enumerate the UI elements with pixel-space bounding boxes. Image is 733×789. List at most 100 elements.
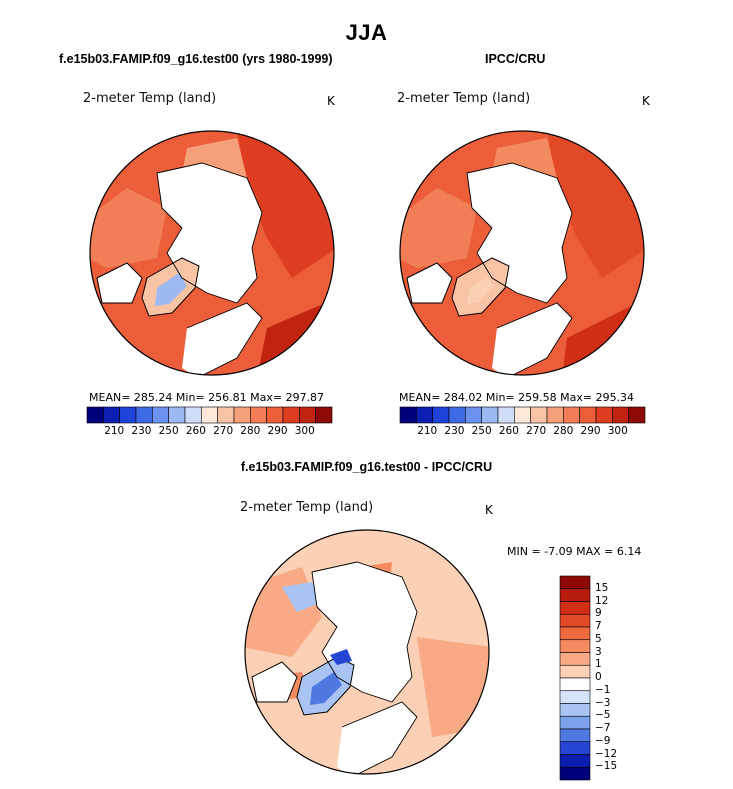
coastline — [466, 162, 573, 304]
colorbar-swatch — [119, 406, 137, 424]
colorbar-tick-label: 15 — [595, 581, 609, 594]
colorbar-swatch — [135, 406, 153, 424]
colorbar-tick-label: 230 — [131, 425, 152, 437]
colorbar-tick-label: 210 — [417, 425, 438, 437]
panel2-units-label: K — [642, 94, 650, 108]
colorbar-swatch — [266, 406, 284, 424]
colorbar-tick-label: 3 — [595, 645, 602, 658]
colorbar-swatch — [217, 406, 235, 424]
panel1-polar-map — [89, 130, 335, 376]
panel2-title: IPCC/CRU — [485, 52, 546, 66]
colorbar-swatch — [559, 677, 591, 692]
map-region — [400, 188, 477, 268]
colorbar-tick-label: 250 — [471, 425, 492, 437]
colorbar-swatch — [282, 406, 300, 424]
panel3-title: f.e15b03.FAMIP.f09_g16.test00 - IPCC/CRU — [240, 460, 493, 474]
colorbar-swatch — [595, 406, 613, 424]
greenland-ice — [155, 273, 187, 306]
colorbar-tick-label: −3 — [595, 696, 611, 709]
colorbar-swatch — [559, 741, 591, 755]
colorbar-swatch — [448, 406, 466, 424]
colorbar-swatch — [559, 766, 591, 781]
colorbar-tick-label: 250 — [158, 425, 179, 437]
colorbar-swatch — [563, 406, 580, 424]
colorbar-tick-label: 260 — [185, 425, 206, 437]
colorbar-tick-label: −9 — [595, 734, 611, 747]
colorbar-swatch — [612, 406, 629, 424]
colorbar-tick-label: 5 — [595, 632, 602, 645]
colorbar-tick-label: −5 — [595, 709, 611, 722]
colorbar-swatch — [559, 754, 591, 768]
map-region — [330, 649, 352, 665]
panel3-colorbar — [559, 575, 591, 781]
panel2-colorbar-ticks: 210 230 250 260 270 280 290 300 — [400, 425, 645, 439]
colorbar-swatch — [481, 406, 499, 424]
colorbar-swatch — [559, 715, 591, 730]
panel2-colorbar — [399, 406, 646, 424]
colorbar-swatch — [399, 406, 417, 424]
panel3-units-label: K — [485, 503, 493, 517]
colorbar-tick-label: 280 — [240, 425, 261, 437]
colorbar-tick-label: 270 — [526, 425, 547, 437]
hudson-bay — [406, 262, 453, 304]
panel1-title: f.e15b03.FAMIP.f09_g16.test00 (yrs 1980-… — [59, 52, 333, 66]
panel1-variable-label: 2-meter Temp (land) — [83, 91, 217, 106]
panel1-units-label: K — [327, 94, 335, 108]
colorbar-tick-label: 7 — [595, 620, 602, 632]
coastline — [496, 302, 573, 375]
colorbar-swatch — [514, 406, 531, 424]
panel2-stats: MEAN= 284.02 Min= 259.58 Max= 295.34 — [399, 391, 635, 404]
colorbar-swatch — [497, 406, 515, 424]
hudson-bay — [251, 661, 298, 703]
colorbar-tick-label: −15 — [595, 760, 618, 773]
panel3-variable-label: 2-meter Temp (land) — [240, 500, 374, 515]
colorbar-tick-label: 300 — [294, 425, 315, 437]
colorbar-swatch — [250, 406, 267, 424]
map-region — [90, 188, 167, 268]
colorbar-swatch — [465, 406, 482, 424]
colorbar-swatch — [152, 406, 169, 424]
colorbar-swatch — [103, 406, 120, 424]
colorbar-swatch — [530, 406, 548, 424]
colorbar-swatch — [559, 703, 591, 717]
colorbar-swatch — [546, 406, 564, 424]
colorbar-tick-label: 280 — [553, 425, 574, 437]
colorbar-tick-label: −1 — [595, 683, 611, 696]
panel1-stats: MEAN= 285.24 Min= 256.81 Max= 297.87 — [89, 391, 325, 404]
colorbar-swatch — [315, 406, 333, 424]
colorbar-swatch — [628, 406, 646, 424]
greenland-ice — [467, 276, 494, 304]
panel3-polar-map — [244, 529, 490, 775]
colorbar-tick-label: 210 — [104, 425, 125, 437]
colorbar-tick-label: 0 — [595, 671, 602, 683]
colorbar-swatch — [86, 406, 104, 424]
coastline — [156, 162, 263, 304]
colorbar-swatch — [559, 613, 591, 628]
colorbar-swatch — [559, 575, 591, 590]
colorbar-tick-label: 270 — [213, 425, 234, 437]
colorbar-swatch — [579, 406, 597, 424]
colorbar-swatch — [559, 639, 591, 653]
colorbar-tick-label: 1 — [595, 658, 602, 671]
colorbar-swatch — [233, 406, 251, 424]
colorbar-tick-label: 290 — [267, 425, 288, 437]
colorbar-swatch — [168, 406, 186, 424]
coastline — [341, 701, 418, 774]
colorbar-swatch — [432, 406, 450, 424]
page-title: JJA — [345, 20, 388, 45]
colorbar-tick-label: 9 — [595, 607, 602, 620]
colorbar-swatch — [559, 652, 591, 666]
panel3-stats: MIN = -7.09 MAX = 6.14 — [507, 545, 642, 558]
colorbar-swatch — [559, 664, 591, 679]
coastline — [311, 561, 418, 703]
colorbar-swatch — [559, 588, 591, 602]
hudson-bay — [96, 262, 143, 304]
panel1-colorbar — [86, 406, 333, 424]
colorbar-swatch — [559, 601, 591, 615]
panel3-colorbar-ticks: 15 12 9 7 5 3 1 0 −1 −3 −5 −7 −9 −12 −15 — [595, 576, 635, 780]
colorbar-tick-label: −7 — [595, 722, 611, 734]
colorbar-tick-label: 260 — [498, 425, 519, 437]
colorbar-swatch — [559, 690, 591, 704]
colorbar-tick-label: 300 — [607, 425, 628, 437]
colorbar-swatch — [559, 626, 591, 641]
